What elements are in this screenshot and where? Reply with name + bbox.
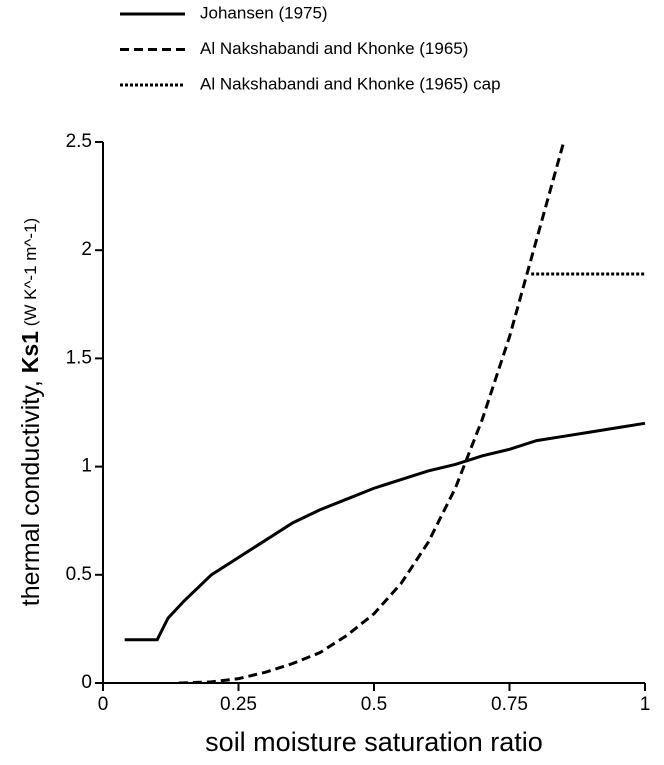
y-tick-label: 1 — [81, 456, 92, 477]
y-label-symbol: Ks1 — [17, 331, 43, 373]
y-tick-label: 2 — [81, 239, 92, 260]
x-tick-label: 0 — [98, 694, 109, 715]
y-tick-label: 1.5 — [66, 347, 92, 368]
x-axis-label: soil moisture saturation ratio — [205, 727, 543, 757]
x-tick-label: 0.25 — [220, 694, 257, 715]
x-tick-label: 0.5 — [361, 694, 387, 715]
y-tick-label: 2.5 — [66, 131, 92, 152]
series-line — [178, 142, 566, 683]
x-tick-label: 0.75 — [491, 694, 528, 715]
y-axis-label: thermal conductivity, Ks1 (W K^-1 m^-1) — [17, 218, 45, 606]
legend-label: Johansen (1975) — [200, 3, 328, 22]
x-tick-label: 1 — [640, 694, 651, 715]
series-line — [124, 421, 646, 642]
legend-label: Al Nakshabandi and Khonke (1965) — [200, 39, 468, 58]
legend-label: Al Nakshabandi and Khonke (1965) cap — [200, 74, 501, 93]
y-label-unit: (W K^-1 m^-1) — [21, 218, 40, 331]
y-tick-label: 0 — [81, 672, 92, 693]
y-tick-label: 0.5 — [66, 564, 92, 585]
y-label-main: thermal conductivity, — [17, 373, 45, 606]
